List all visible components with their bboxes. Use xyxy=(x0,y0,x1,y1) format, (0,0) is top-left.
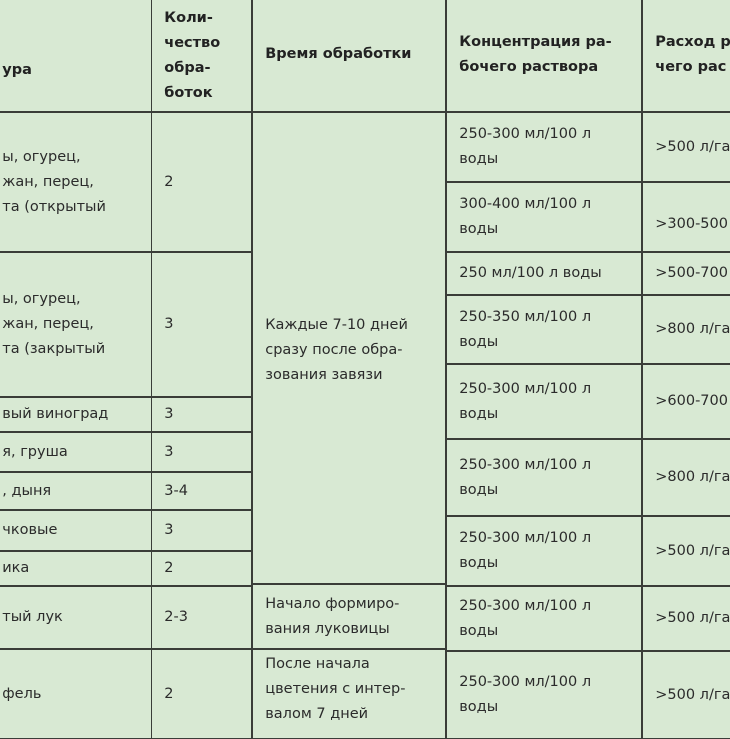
count-cell: 2-3 xyxy=(151,586,253,650)
concentration-cell: 250-300 мл/100 л воды xyxy=(446,586,643,652)
concentration-cell: 250-300 мл/100 л воды xyxy=(446,516,643,587)
crop-cell: фель xyxy=(0,649,153,739)
header-rate: Расход р чего рас xyxy=(642,0,730,113)
rate-cell: >500-700 xyxy=(642,252,730,296)
header-crop: ура xyxy=(0,0,153,113)
concentration-cell: 250-300 мл/100 л воды xyxy=(446,112,643,183)
count-cell: 3-4 xyxy=(151,472,253,511)
rate-cell: >600-700 xyxy=(642,364,730,440)
time-cell: После начала цветения с интер- валом 7 д… xyxy=(252,649,447,739)
crop-cell: , дыня xyxy=(0,472,153,511)
crop-cell: тый лук xyxy=(0,586,153,650)
rate-cell: >800 л/га xyxy=(642,439,730,517)
header-count: Коли- чество обра- боток xyxy=(151,0,253,113)
concentration-cell: 250 мл/100 л воды xyxy=(446,252,643,296)
count-cell: 2 xyxy=(151,112,253,253)
count-cell: 3 xyxy=(151,432,253,473)
crop-cell: вый виноград xyxy=(0,397,153,433)
crop-cell: ы, огурец, жан, перец, та (закрытый xyxy=(0,252,153,398)
concentration-cell: 250-300 мл/100 л воды xyxy=(446,439,643,517)
header-concentration: Концентрация ра- бочего раствора xyxy=(446,0,643,113)
rate-cell: >300-500 xyxy=(642,182,730,253)
count-cell: 3 xyxy=(151,510,253,552)
count-cell: 3 xyxy=(151,252,253,398)
crop-cell: ика xyxy=(0,551,153,587)
count-cell: 2 xyxy=(151,551,253,587)
concentration-cell: 250-300 мл/100 л воды xyxy=(446,651,643,739)
crop-cell: я, груша xyxy=(0,432,153,473)
header-time: Время обработки xyxy=(252,0,447,113)
rate-cell: >800 л/га xyxy=(642,295,730,365)
count-cell: 2 xyxy=(151,649,253,739)
crop-cell: чковые xyxy=(0,510,153,552)
time-cell: Начало формиро- вания луковицы xyxy=(252,584,447,650)
rate-cell: >500 л/га xyxy=(642,651,730,739)
time-cell: Каждые 7-10 дней сразу после обра- зован… xyxy=(252,112,447,585)
rate-cell: >500 л/га xyxy=(642,516,730,587)
crop-cell: ы, огурец, жан, перец, та (открытый xyxy=(0,112,153,253)
concentration-cell: 300-400 мл/100 л воды xyxy=(446,182,643,253)
concentration-cell: 250-300 мл/100 л воды xyxy=(446,364,643,440)
count-cell: 3 xyxy=(151,397,253,433)
rate-cell: >500 л/га xyxy=(642,586,730,652)
rate-cell: >500 л/га xyxy=(642,112,730,183)
concentration-cell: 250-350 мл/100 л воды xyxy=(446,295,643,365)
